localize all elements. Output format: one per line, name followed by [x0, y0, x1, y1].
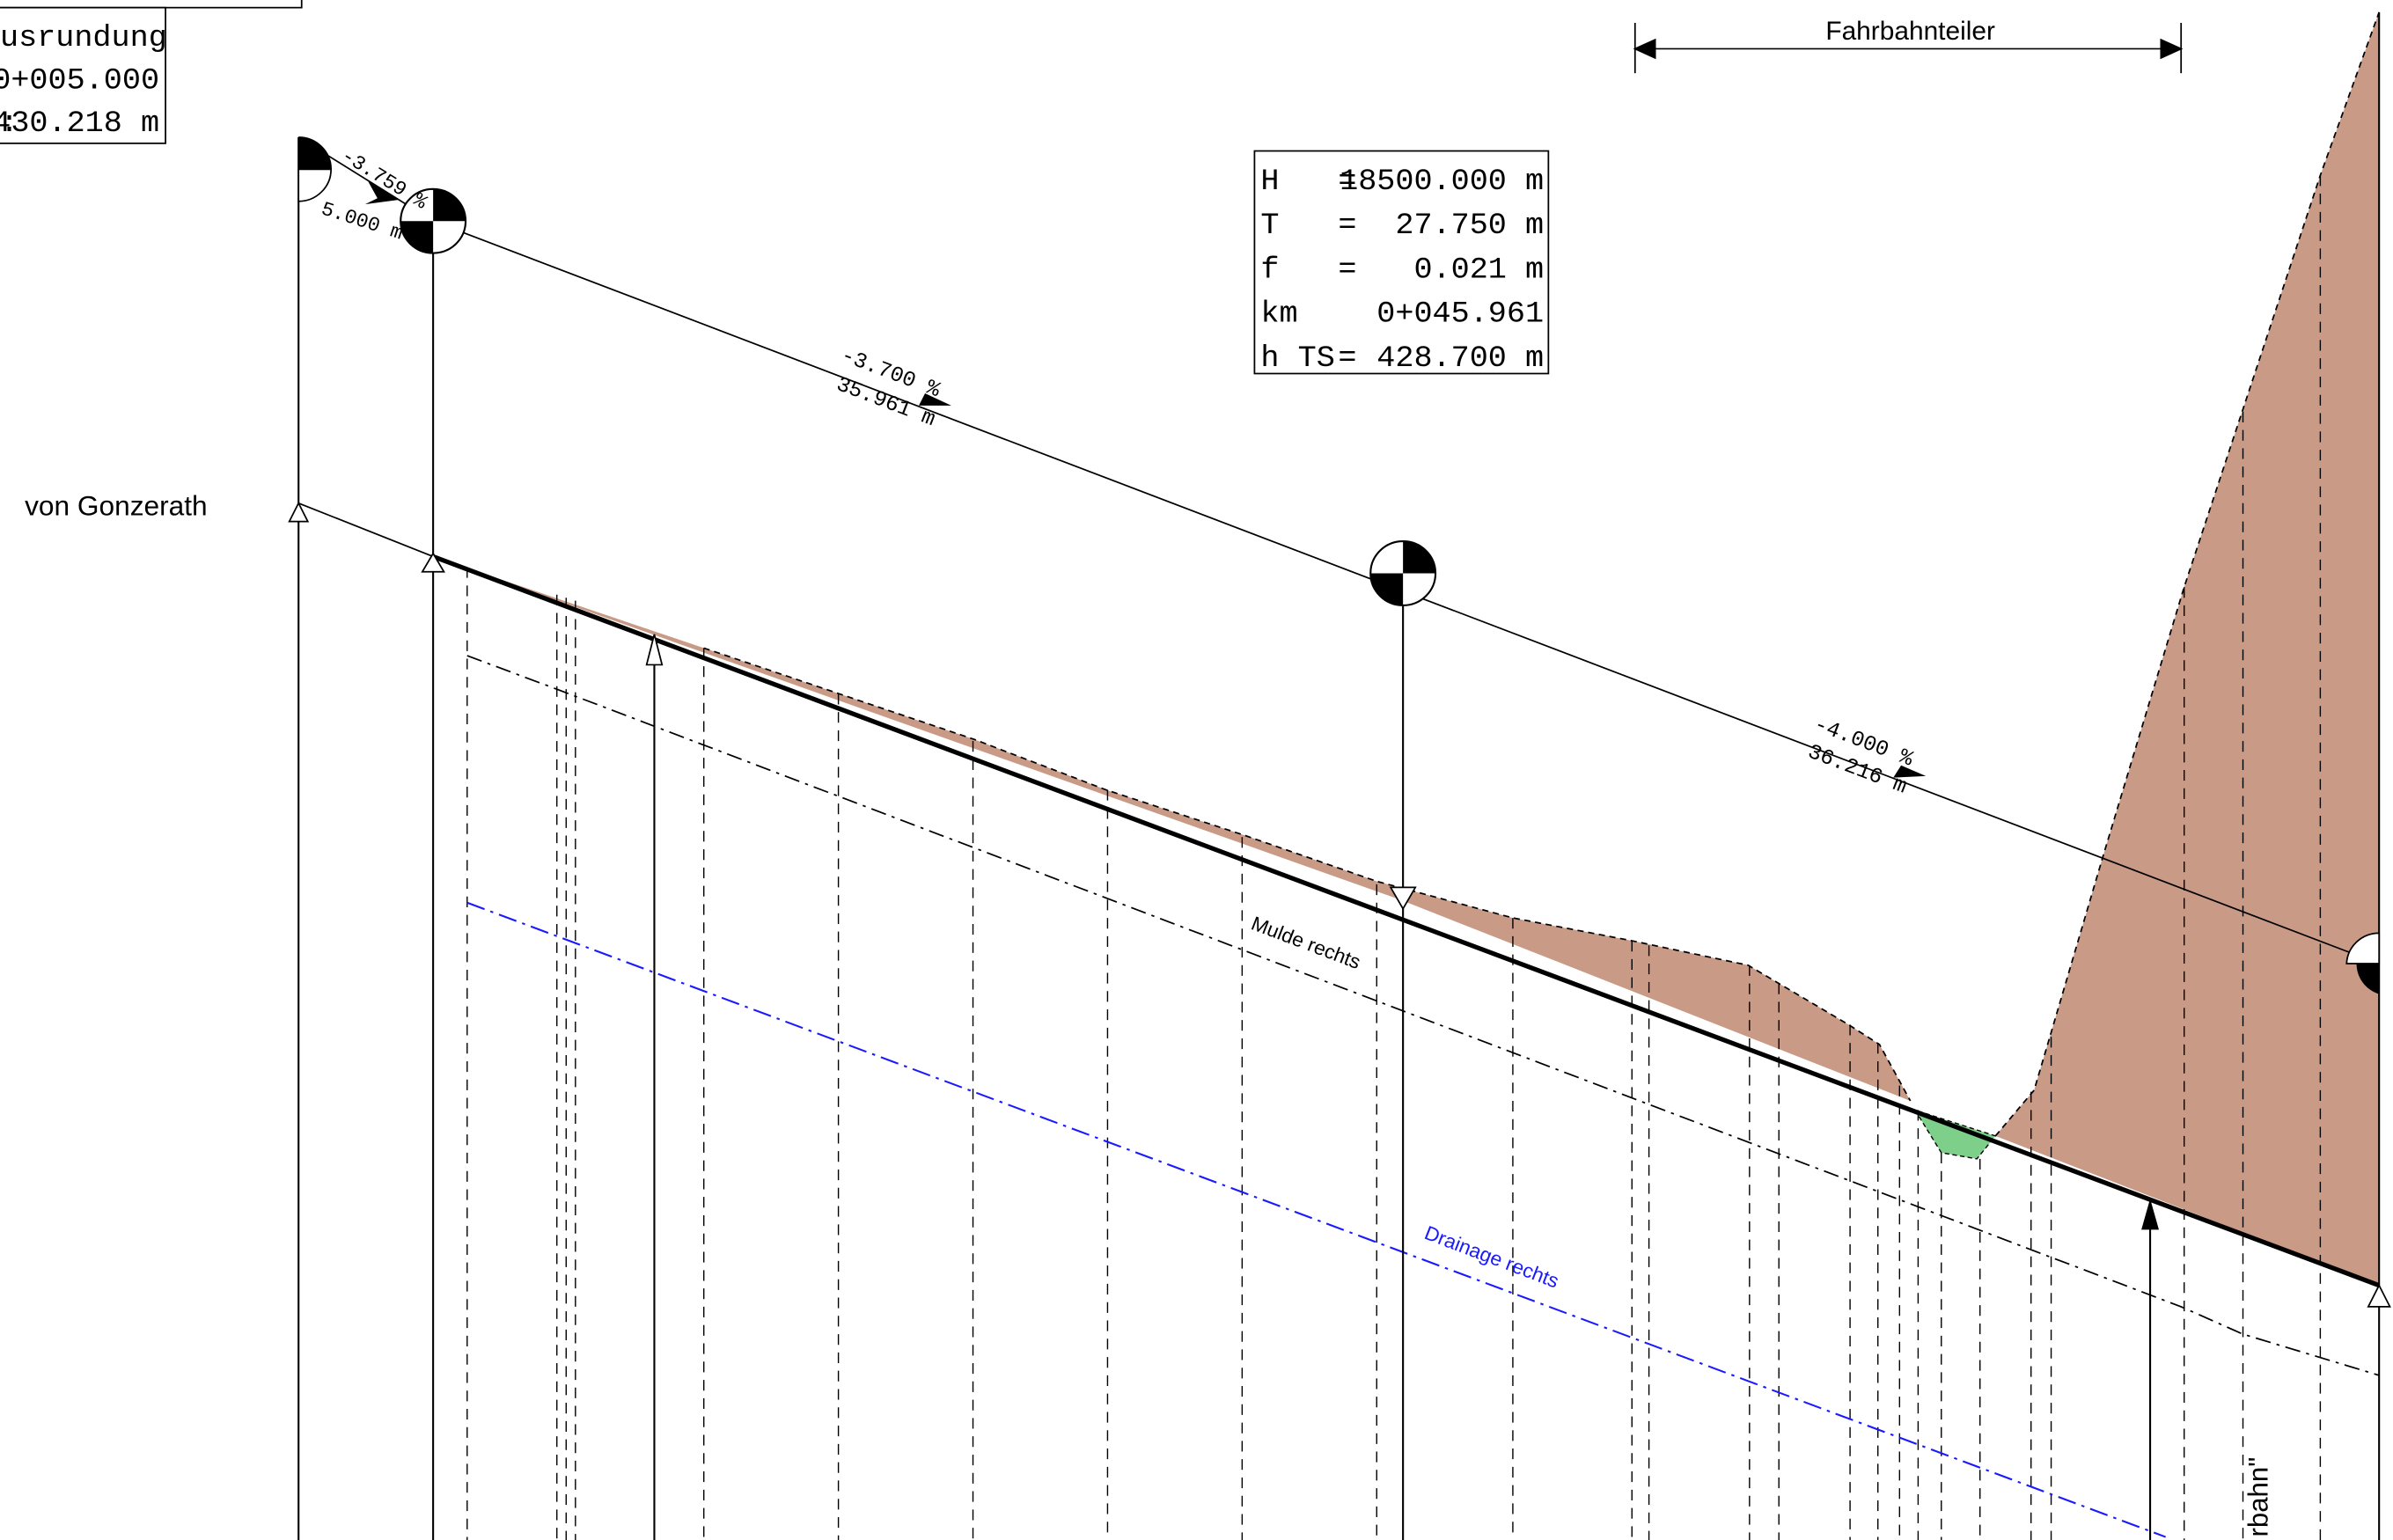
terrain-outline [703, 647, 1912, 1102]
mulde-label: Mulde rechts [1248, 912, 1363, 973]
curve-box: H =18500.000 mT = 27.750 mf = 0.021 mkm 0+045.… [1253, 150, 1550, 376]
slope-label-1: -3.759 % [337, 144, 431, 214]
curve-row-key: H [1260, 165, 1279, 199]
ditch-fill [1913, 1109, 1997, 1160]
profile-markers [288, 501, 2391, 1308]
left-box-km: 0+005.000 [0, 64, 159, 99]
road-profile-start [297, 502, 434, 558]
slope-arrows [364, 181, 1927, 778]
curve-row-value: 428.700 m [1376, 341, 1544, 376]
curve-row-value: 0.021 m [1413, 253, 1544, 288]
svg-text:5.000 m: 5.000 m [319, 198, 406, 246]
curve-row-key: km [1260, 297, 1297, 332]
left-box: usrundung 0+005.000 : 430.218 m [0, 0, 303, 144]
curve-row-eq: = [1338, 253, 1356, 288]
curve-row-key: f [1260, 253, 1279, 288]
tangent-point-3 [1369, 540, 1437, 606]
tangent-point-1 [297, 136, 333, 202]
slope-length-1: 5.000 m [319, 198, 406, 246]
tangent-point-4 [2345, 932, 2381, 994]
svg-text:-3.759 %: -3.759 % [337, 144, 431, 214]
road-profile-line [432, 554, 2381, 1288]
origin-label: von Gonzerath [25, 491, 207, 522]
drainage-line [466, 901, 2167, 1538]
curve-row-eq: = [1338, 209, 1356, 243]
curve-row-value: 27.750 m [1395, 209, 1544, 243]
curve-row-eq: = [1338, 165, 1356, 199]
left-box-height-prefix: : [0, 106, 18, 141]
svg-text:rbahn": rbahn" [2243, 1457, 2273, 1537]
curve-row-key: T [1260, 209, 1279, 243]
curve-row-value: 0+045.961 [1376, 297, 1544, 332]
left-box-title: usrundung [0, 21, 167, 55]
curve-row-eq: = [1338, 341, 1356, 376]
partial-bottom-label: rbahn" [2243, 1457, 2273, 1537]
svg-text:Mulde rechts: Mulde rechts [1248, 912, 1363, 973]
mulde-line [466, 655, 2380, 1376]
curve-row-key: h TS [1260, 341, 1334, 376]
svg-text:Drainage rechts: Drainage rechts [1421, 1221, 1562, 1292]
tangent-point-2 [400, 187, 467, 254]
fahrbahnteiler-dimension [1633, 22, 2184, 74]
station-lines [466, 175, 2322, 1540]
drainage-label: Drainage rechts [1421, 1221, 1562, 1292]
fahrbahnteiler-label: Fahrbahnteiler [1825, 17, 1995, 46]
curve-row-value: 18500.000 m [1340, 165, 1544, 199]
left-box-height: 430.218 m [0, 106, 159, 141]
